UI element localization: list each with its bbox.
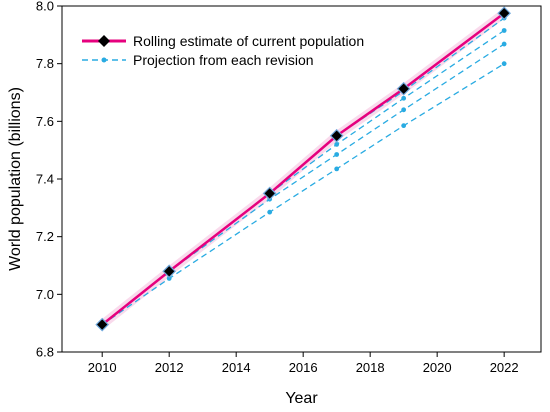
x-tick-label: 2016 [289,360,318,375]
legend-label-projection: Projection from each revision [133,52,314,68]
projection-point [501,61,507,67]
rolling-estimate-point [162,264,177,279]
x-axis-label: Year [285,390,318,407]
y-tick-label: 6.8 [36,345,54,360]
y-tick-label: 7.0 [36,287,54,302]
rolling-estimate-point [497,6,512,21]
rolling-estimate-point [396,81,411,96]
y-tick-label: 8.0 [36,0,54,14]
y-axis-label: World population (billions) [7,87,24,271]
x-tick-label: 2018 [356,360,385,375]
projection-line-1 [101,63,505,326]
legend-marker-rolling-estimate [98,35,110,47]
rolling-estimate-point [95,317,110,332]
projection-point [501,41,507,47]
legend: Rolling estimate of current population P… [82,33,364,68]
projection-point [401,123,407,129]
rolling-estimate-point [329,128,344,143]
x-tick-label: 2010 [88,360,117,375]
projection-point [401,95,407,101]
x-tick-label: 2020 [423,360,452,375]
x-tick-label: 2014 [222,360,251,375]
y-tick-label: 7.4 [36,172,54,187]
legend-label-rolling-estimate: Rolling estimate of current population [133,33,364,49]
x-tick-label: 2022 [490,360,519,375]
projection-point [401,107,407,113]
projection-point [166,276,172,281]
rolling-estimate-line [101,12,505,326]
y-tick-label: 7.6 [36,114,54,129]
x-tick-label: 2012 [155,360,184,375]
y-tick-label: 7.2 [36,229,54,244]
rolling-estimate-point [262,186,277,201]
y-tick-label: 7.8 [36,56,54,71]
projection-point [334,166,340,172]
projection-point [334,152,340,157]
projection-point [334,142,340,147]
projection-line-3 [269,29,505,194]
projection-point [267,209,273,215]
projection-point [501,28,507,33]
legend-marker-projection [101,57,107,63]
